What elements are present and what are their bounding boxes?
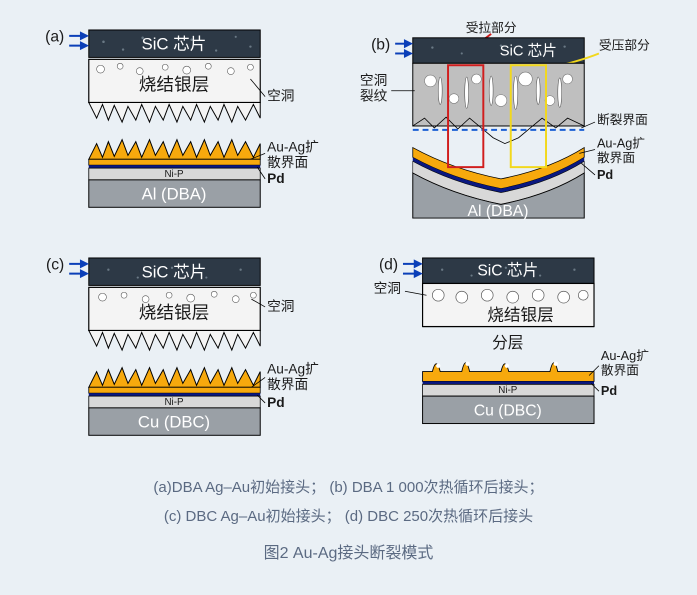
void-label: 空洞 xyxy=(267,89,294,104)
auag-l2: 散界面 xyxy=(267,377,308,392)
sic-chip-label: SiC 芯片 xyxy=(477,262,538,280)
sintered-layer-label: 烧结银层 xyxy=(139,303,210,323)
sic-chip-label: SiC 芯片 xyxy=(142,35,207,54)
pd-label: Pd xyxy=(600,383,616,398)
void-label: 空洞 xyxy=(373,281,400,296)
compression-label: 受压部分 xyxy=(598,38,649,53)
tension-label: 受拉部分 xyxy=(465,20,516,35)
figure-container: SiC 芯片 (a) 烧结银层 xyxy=(0,0,697,573)
panel-d: SiC 芯片 (d) 烧结银层 分层 xyxy=(354,248,668,458)
panel-tag: (c) xyxy=(46,257,64,274)
panel-c: SiC 芯片 (c) 烧结银层 Ni-P xyxy=(30,248,344,458)
cu-dbc-label: Cu (DBC) xyxy=(473,403,541,420)
auag-l1: Au-Ag扩 xyxy=(267,139,319,154)
caption-a: (a)DBA Ag–Au初始接头； xyxy=(153,479,325,496)
caption-b: (b) DBA 1 000次热循环后接头； xyxy=(329,479,543,496)
figure-title: 图2 Au-Ag接头断裂模式 xyxy=(50,539,647,563)
sintered-layer-label: 烧结银层 xyxy=(139,75,210,95)
al-dba-label: Al (DBA) xyxy=(142,184,207,203)
auag-l1: Au-Ag扩 xyxy=(600,348,648,363)
arrow-icon xyxy=(69,261,87,277)
auag-l2: 散界面 xyxy=(596,150,634,165)
nip-label: Ni-P xyxy=(164,169,183,180)
panel-tag: (b) xyxy=(371,37,390,54)
crack-label: 裂纹 xyxy=(359,89,387,104)
auag-l1: Au-Ag扩 xyxy=(596,136,644,151)
sic-chip-label: SiC 芯片 xyxy=(499,42,556,59)
pd-label: Pd xyxy=(596,167,612,182)
caption-c: (c) DBC Ag–Au初始接头； xyxy=(164,508,341,525)
nip-label: Ni-P xyxy=(164,397,183,408)
auag-l2: 散界面 xyxy=(267,155,308,170)
panel-a: SiC 芯片 (a) 烧结银层 xyxy=(30,20,344,230)
sintered-layer-label: 烧结银层 xyxy=(487,306,554,325)
delamination-label: 分层 xyxy=(492,334,523,352)
void-label: 空洞 xyxy=(267,299,294,314)
arrow-icon xyxy=(402,261,420,277)
cu-dbc-label: Cu (DBC) xyxy=(138,412,210,431)
al-dba-label: Al (DBA) xyxy=(467,203,528,220)
arrow-icon xyxy=(69,33,87,49)
auag-l1: Au-Ag扩 xyxy=(267,362,319,377)
caption-d: (d) DBC 250次热循环后接头 xyxy=(345,508,533,525)
sic-chip-label: SiC 芯片 xyxy=(142,263,207,282)
panel-tag: (a) xyxy=(45,29,64,46)
panel-b: 受拉部分 SiC 芯片 (b) 受压部分 xyxy=(354,20,668,230)
nip-label: Ni-P xyxy=(498,385,517,396)
panel-tag: (d) xyxy=(378,257,397,274)
pd-label: Pd xyxy=(267,395,285,410)
void-label: 空洞 xyxy=(359,73,386,88)
panel-grid: SiC 芯片 (a) 烧结银层 xyxy=(30,20,667,458)
pd-label: Pd xyxy=(267,171,285,186)
fracture-label: 断裂界面 xyxy=(596,112,647,127)
auag-l2: 散界面 xyxy=(600,363,638,378)
arrow-icon xyxy=(395,41,411,57)
figure-caption: (a)DBA Ag–Au初始接头； (b) DBA 1 000次热循环后接头； … xyxy=(30,458,667,563)
